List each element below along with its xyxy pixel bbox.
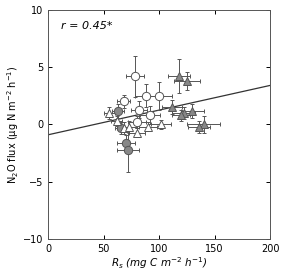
Y-axis label: N$_2$O flux (μg N m$^{-2}$ h$^{-1}$): N$_2$O flux (μg N m$^{-2}$ h$^{-1}$) bbox=[5, 65, 21, 184]
Text: r = 0.45*: r = 0.45* bbox=[61, 21, 113, 31]
X-axis label: $R_s$ (mg C m$^{-2}$ h$^{-1}$): $R_s$ (mg C m$^{-2}$ h$^{-1}$) bbox=[111, 256, 207, 271]
